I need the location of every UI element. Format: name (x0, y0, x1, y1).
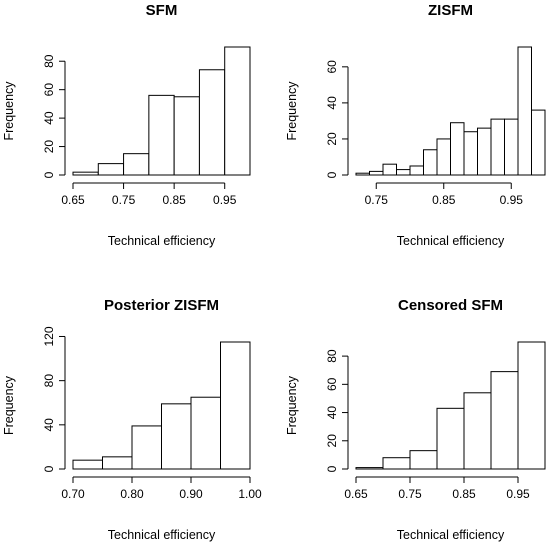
histogram-bar (97, 163, 125, 176)
y-tick-label: 60 (325, 60, 339, 74)
histogram-bar (72, 459, 103, 470)
x-tick-label: 0.75 (112, 193, 136, 207)
histogram-bar (504, 118, 519, 176)
histogram-bar (490, 118, 505, 176)
y-axis-label: Frequency (2, 375, 16, 435)
x-tick-label: 0.80 (120, 487, 144, 501)
histogram-bar (382, 457, 411, 470)
x-tick-label: 0.65 (61, 193, 85, 207)
y-tick-label: 40 (42, 111, 56, 125)
y-tick-label: 20 (325, 132, 339, 146)
histogram-bar (423, 149, 438, 176)
histogram-bar (490, 371, 519, 470)
histogram-bar (517, 46, 532, 176)
x-axis-label: Technical efficiency (108, 528, 216, 542)
y-tick-label: 40 (325, 406, 339, 420)
x-tick-label: 0.90 (179, 487, 203, 501)
panel-title: Censored SFM (398, 297, 503, 314)
x-tick-label: 0.65 (344, 487, 368, 501)
x-tick-label: 0.95 (506, 487, 530, 501)
y-tick-label: 120 (42, 326, 56, 346)
y-tick-label: 80 (325, 349, 339, 363)
histogram-bar (517, 341, 546, 470)
histogram-bar (409, 165, 424, 176)
histogram-bar (450, 122, 465, 176)
histogram-bar (220, 341, 251, 470)
histogram-panel-4: Censored SFM 0.65 0.75 0.85 0.95 Technical ef… (285, 297, 546, 542)
histogram-bar (131, 425, 162, 470)
panel-title: ZISFM (428, 2, 473, 19)
histogram-panel-2: ZISFM 0.75 0.85 0.95 Technical efficiency 0 20… (285, 2, 546, 248)
histogram-bar (436, 407, 465, 470)
histogram-bar (463, 131, 478, 176)
histogram-bar (355, 467, 384, 470)
x-tick-label: 0.85 (162, 193, 186, 207)
histogram-bar (369, 170, 384, 176)
histogram-bar (463, 392, 492, 470)
y-tick-label: 60 (325, 377, 339, 391)
histogram-bar (102, 456, 133, 470)
y-tick-label: 0 (42, 465, 56, 472)
x-axis-label: Technical efficiency (397, 234, 505, 248)
histogram-panel-3: Posterior ZISFM 0.70 0.80 0.90 1.00 Technical… (2, 297, 262, 542)
histogram-bar (531, 109, 546, 176)
y-axis-label: Frequency (2, 81, 16, 141)
y-tick-label: 40 (42, 418, 56, 432)
y-tick-label: 0 (325, 465, 339, 472)
y-tick-label: 60 (42, 83, 56, 97)
y-tick-label: 0 (42, 171, 56, 178)
y-tick-label: 20 (325, 434, 339, 448)
y-tick-label: 0 (325, 171, 339, 178)
panel-title: SFM (146, 2, 178, 19)
y-tick-label: 20 (42, 140, 56, 154)
panel-title: Posterior ZISFM (104, 297, 219, 314)
histogram-bar (355, 172, 370, 176)
histogram-bar (477, 127, 492, 176)
x-tick-label: 0.95 (213, 193, 237, 207)
histogram-bar (161, 403, 192, 470)
x-tick-label: 0.85 (452, 487, 476, 501)
x-tick-label: 0.75 (398, 487, 422, 501)
histogram-bar (148, 94, 175, 176)
histogram-bar (436, 138, 451, 176)
y-tick-label: 40 (325, 96, 339, 110)
histogram-bar (382, 163, 397, 176)
histogram-bar (198, 69, 226, 176)
y-axis-label: Frequency (285, 375, 299, 435)
y-axis-label: Frequency (285, 81, 299, 141)
histogram-bar (173, 96, 200, 176)
y-tick-label: 80 (42, 54, 56, 68)
x-axis-label: Technical efficiency (108, 234, 216, 248)
histogram-bar (409, 450, 438, 470)
x-tick-label: 0.95 (500, 193, 524, 207)
x-tick-label: 1.00 (238, 487, 262, 501)
x-tick-label: 0.70 (61, 487, 85, 501)
histogram-bar (72, 171, 99, 176)
histogram-bar (396, 169, 411, 176)
histogram-bar (224, 46, 251, 176)
histogram-panel-1: SFM 0.65 0.75 0.85 0.95 Technical efficiency 0… (2, 2, 251, 248)
histogram-bar (123, 153, 150, 176)
x-axis-label: Technical efficiency (397, 528, 505, 542)
histogram-bar (190, 396, 221, 470)
x-tick-label: 0.85 (432, 193, 456, 207)
x-tick-label: 0.75 (365, 193, 389, 207)
y-tick-label: 80 (42, 374, 56, 388)
